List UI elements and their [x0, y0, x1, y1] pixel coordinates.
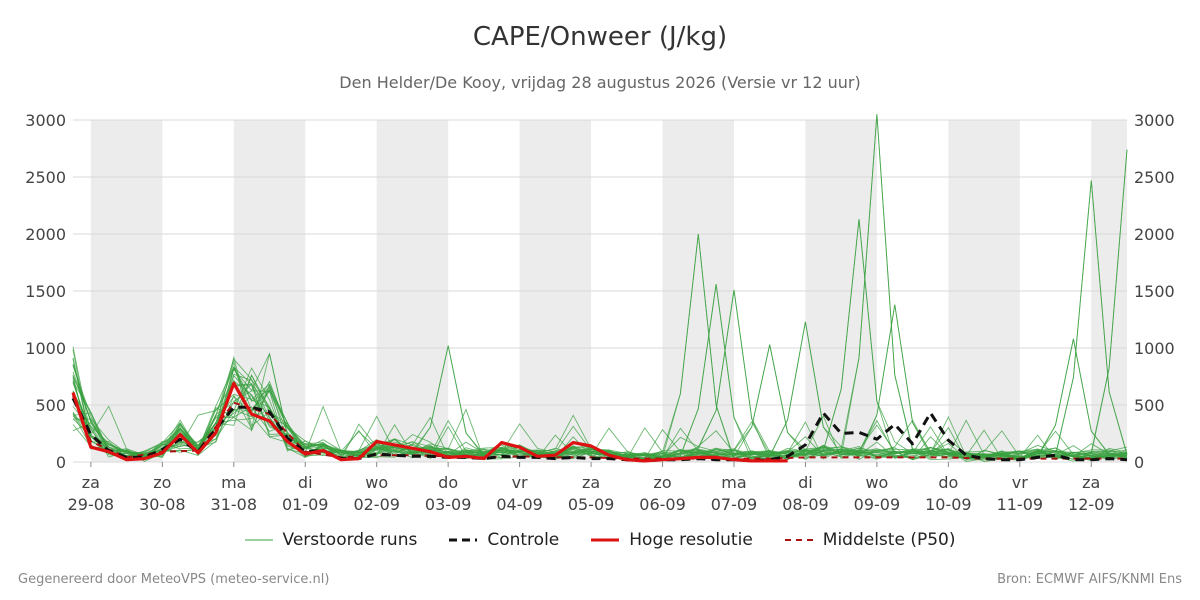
x-tick-date: 07-09: [711, 495, 758, 514]
x-tick-day: za: [1082, 473, 1100, 492]
x-tick-date: 06-09: [639, 495, 686, 514]
y-axis-left: 0 500 1000 1500 2000 2500 3000: [25, 111, 66, 472]
x-tick-day: za: [582, 473, 600, 492]
y-tick-label-left: 500: [35, 396, 66, 415]
y-tick-label-right: 3000: [1134, 111, 1175, 130]
legend-item-high-res[interactable]: Hoge resolutie: [591, 530, 753, 550]
legend-label-high-res: Hoge resolutie: [629, 530, 753, 550]
legend-swatch-high-res: [591, 538, 620, 542]
x-tick-date: 29-08: [68, 495, 115, 514]
x-tick-date: 08-09: [782, 495, 829, 514]
legend-label-median: Middelste (P50): [822, 530, 956, 550]
legend-label-ensemble: Verstoorde runs: [282, 530, 418, 550]
x-tick-day: za: [82, 473, 100, 492]
x-axis: za 29-08 zo 30-08 ma 31-08 di 01-09 wo 02-09 do 03-…: [68, 462, 1115, 514]
x-tick-date: 05-09: [568, 495, 615, 514]
x-tick-day: di: [298, 473, 313, 492]
ensemble-member-line: [72, 373, 1128, 460]
y-axis-right: 0 500 1000 1500 2000 2500 3000: [1134, 111, 1175, 472]
legend-item-ensemble[interactable]: Verstoorde runs: [244, 530, 418, 550]
y-tick-label-left: 1000: [25, 339, 66, 358]
x-tick-date: 03-09: [425, 495, 472, 514]
x-tick-day: di: [798, 473, 813, 492]
y-tick-label-left: 0: [56, 453, 66, 472]
footer-credit: Gegenereerd door MeteoVPS (meteo-service…: [18, 572, 330, 587]
legend-label-control: Controle: [487, 530, 560, 550]
y-tick-label-left: 3000: [25, 111, 66, 130]
y-tick-label-left: 1500: [25, 282, 66, 301]
x-tick-date: 30-08: [139, 495, 186, 514]
y-tick-label-right: 1500: [1134, 282, 1175, 301]
median-line: [72, 395, 1127, 460]
legend-item-control[interactable]: Controle: [449, 530, 559, 550]
y-tick-label-right: 500: [1134, 396, 1165, 415]
legend-swatch-ensemble: [244, 539, 273, 541]
x-tick-day: ma: [721, 473, 746, 492]
y-tick-label-right: 2000: [1134, 225, 1175, 244]
grid-lines: [73, 119, 1127, 463]
y-tick-label-right: 1000: [1134, 339, 1175, 358]
legend-item-median[interactable]: Middelste (P50): [784, 530, 956, 550]
x-tick-date: 12-09: [1068, 495, 1115, 514]
control-line: [71, 397, 1128, 463]
x-tick-day: do: [438, 473, 458, 492]
legend-swatch-control: [449, 538, 478, 542]
x-tick-day: vr: [1012, 473, 1028, 492]
x-tick-date: 31-08: [211, 495, 258, 514]
footer-source: Bron: ECMWF AIFS/KNMI Ens: [997, 572, 1182, 587]
x-tick-day: vr: [512, 473, 528, 492]
chart-legend: Verstoorde runs Controle Hoge resolutie …: [0, 530, 1200, 550]
main-series: [71, 381, 1128, 463]
x-tick-day: wo: [365, 473, 388, 492]
legend-swatch-median: [784, 539, 813, 541]
x-tick-date: 10-09: [925, 495, 972, 514]
x-tick-date: 11-09: [997, 495, 1044, 514]
chart-subtitle: Den Helder/De Kooy, vrijdag 28 augustus …: [339, 73, 861, 92]
y-tick-label-right: 2500: [1134, 168, 1175, 187]
y-tick-label-left: 2500: [25, 168, 66, 187]
y-tick-label-left: 2000: [25, 225, 66, 244]
x-tick-day: zo: [653, 473, 671, 492]
x-tick-day: zo: [153, 473, 171, 492]
x-tick-date: 09-09: [854, 495, 901, 514]
y-tick-label-right: 0: [1134, 453, 1144, 472]
x-tick-date: 02-09: [353, 495, 400, 514]
high-res-line: [71, 381, 788, 463]
chart-title: CAPE/Onweer (J/kg): [472, 22, 728, 52]
x-tick-day: ma: [221, 473, 246, 492]
x-tick-date: 04-09: [496, 495, 543, 514]
x-tick-day: wo: [865, 473, 888, 492]
cape-chart: 0 500 1000 1500 2000 2500 3000 0 500 1000 1500 200…: [25, 111, 1175, 514]
x-tick-date: 01-09: [282, 495, 329, 514]
x-tick-day: do: [938, 473, 958, 492]
